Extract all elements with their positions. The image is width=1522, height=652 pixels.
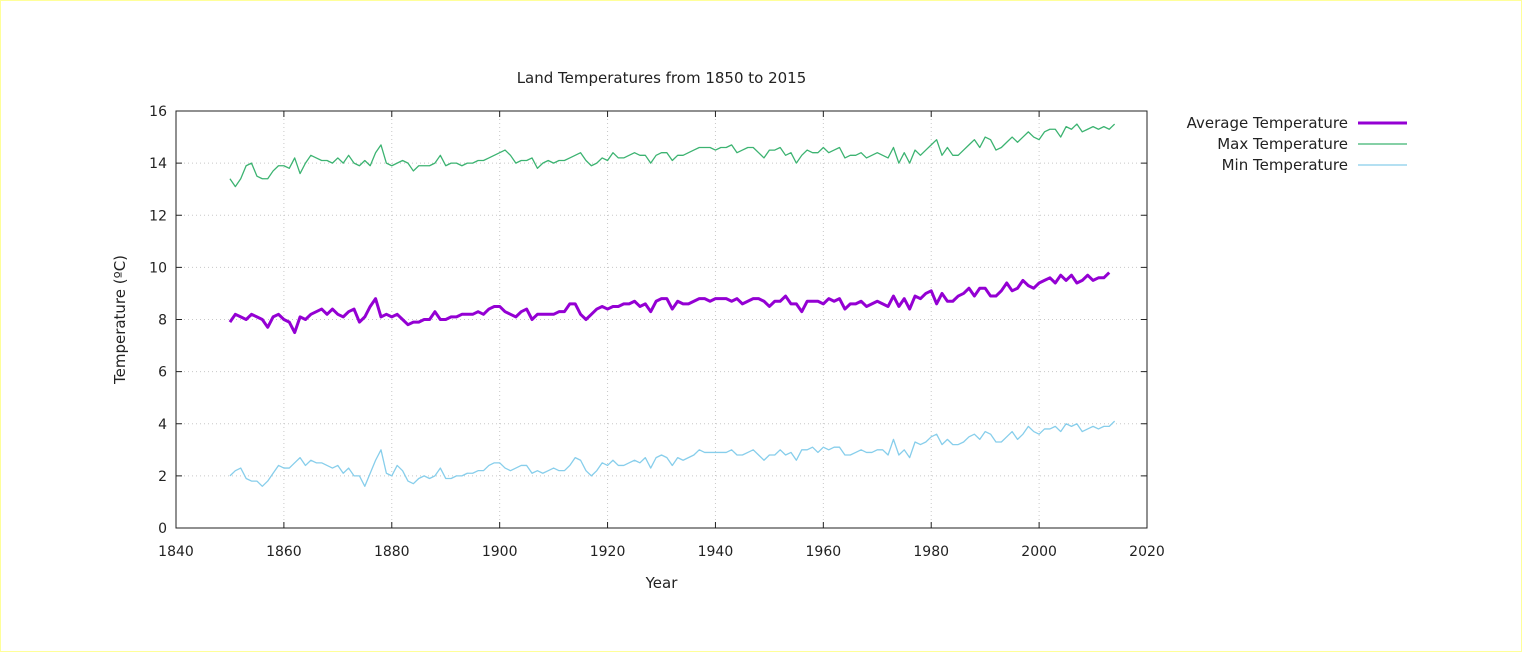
legend: Average Temperature Max Temperature Min Te…: [1187, 114, 1407, 174]
y-axis-title: Temperature (ºC): [111, 255, 129, 385]
x-tick-label: 2000: [1021, 544, 1057, 560]
x-tick-label: 1980: [913, 544, 949, 560]
axis-ticks: 0 2 4 6 8 10 12 14 16 1840 1860 1880 1900 1920 1940 196…: [149, 104, 1165, 560]
x-tick-label: 1900: [482, 544, 518, 560]
legend-label-min-temperature: Min Temperature: [1222, 156, 1348, 174]
x-tick-label: 1920: [590, 544, 626, 560]
y-tick-label: 4: [158, 417, 167, 433]
chart-title: Land Temperatures from 1850 to 2015: [517, 69, 807, 87]
legend-label-average-temperature: Average Temperature: [1187, 114, 1348, 132]
x-tick-label: 1960: [806, 544, 842, 560]
y-tick-label: 10: [149, 260, 167, 276]
x-tick-label: 2020: [1129, 544, 1165, 560]
y-tick-label: 0: [158, 521, 167, 537]
y-tick-label: 12: [149, 208, 167, 224]
series-lines: [228, 123, 1116, 487]
series-line-max-temperature: [229, 123, 1116, 188]
x-tick-label: 1840: [158, 544, 194, 560]
series-line-min-temperature: [229, 420, 1116, 487]
x-tick-label: 1880: [374, 544, 410, 560]
x-tick-label: 1940: [698, 544, 734, 560]
grid-lines: [176, 111, 1147, 528]
y-tick-label: 16: [149, 104, 167, 120]
y-tick-label: 8: [158, 313, 167, 329]
series-line-average-temperature: [228, 271, 1111, 335]
plot-area-border: [175, 110, 1148, 529]
x-tick-label: 1860: [266, 544, 302, 560]
legend-label-max-temperature: Max Temperature: [1217, 135, 1348, 153]
y-tick-label: 6: [158, 365, 167, 381]
y-tick-label: 14: [149, 156, 167, 172]
x-axis-title: Year: [645, 574, 679, 592]
y-tick-label: 2: [158, 469, 167, 485]
